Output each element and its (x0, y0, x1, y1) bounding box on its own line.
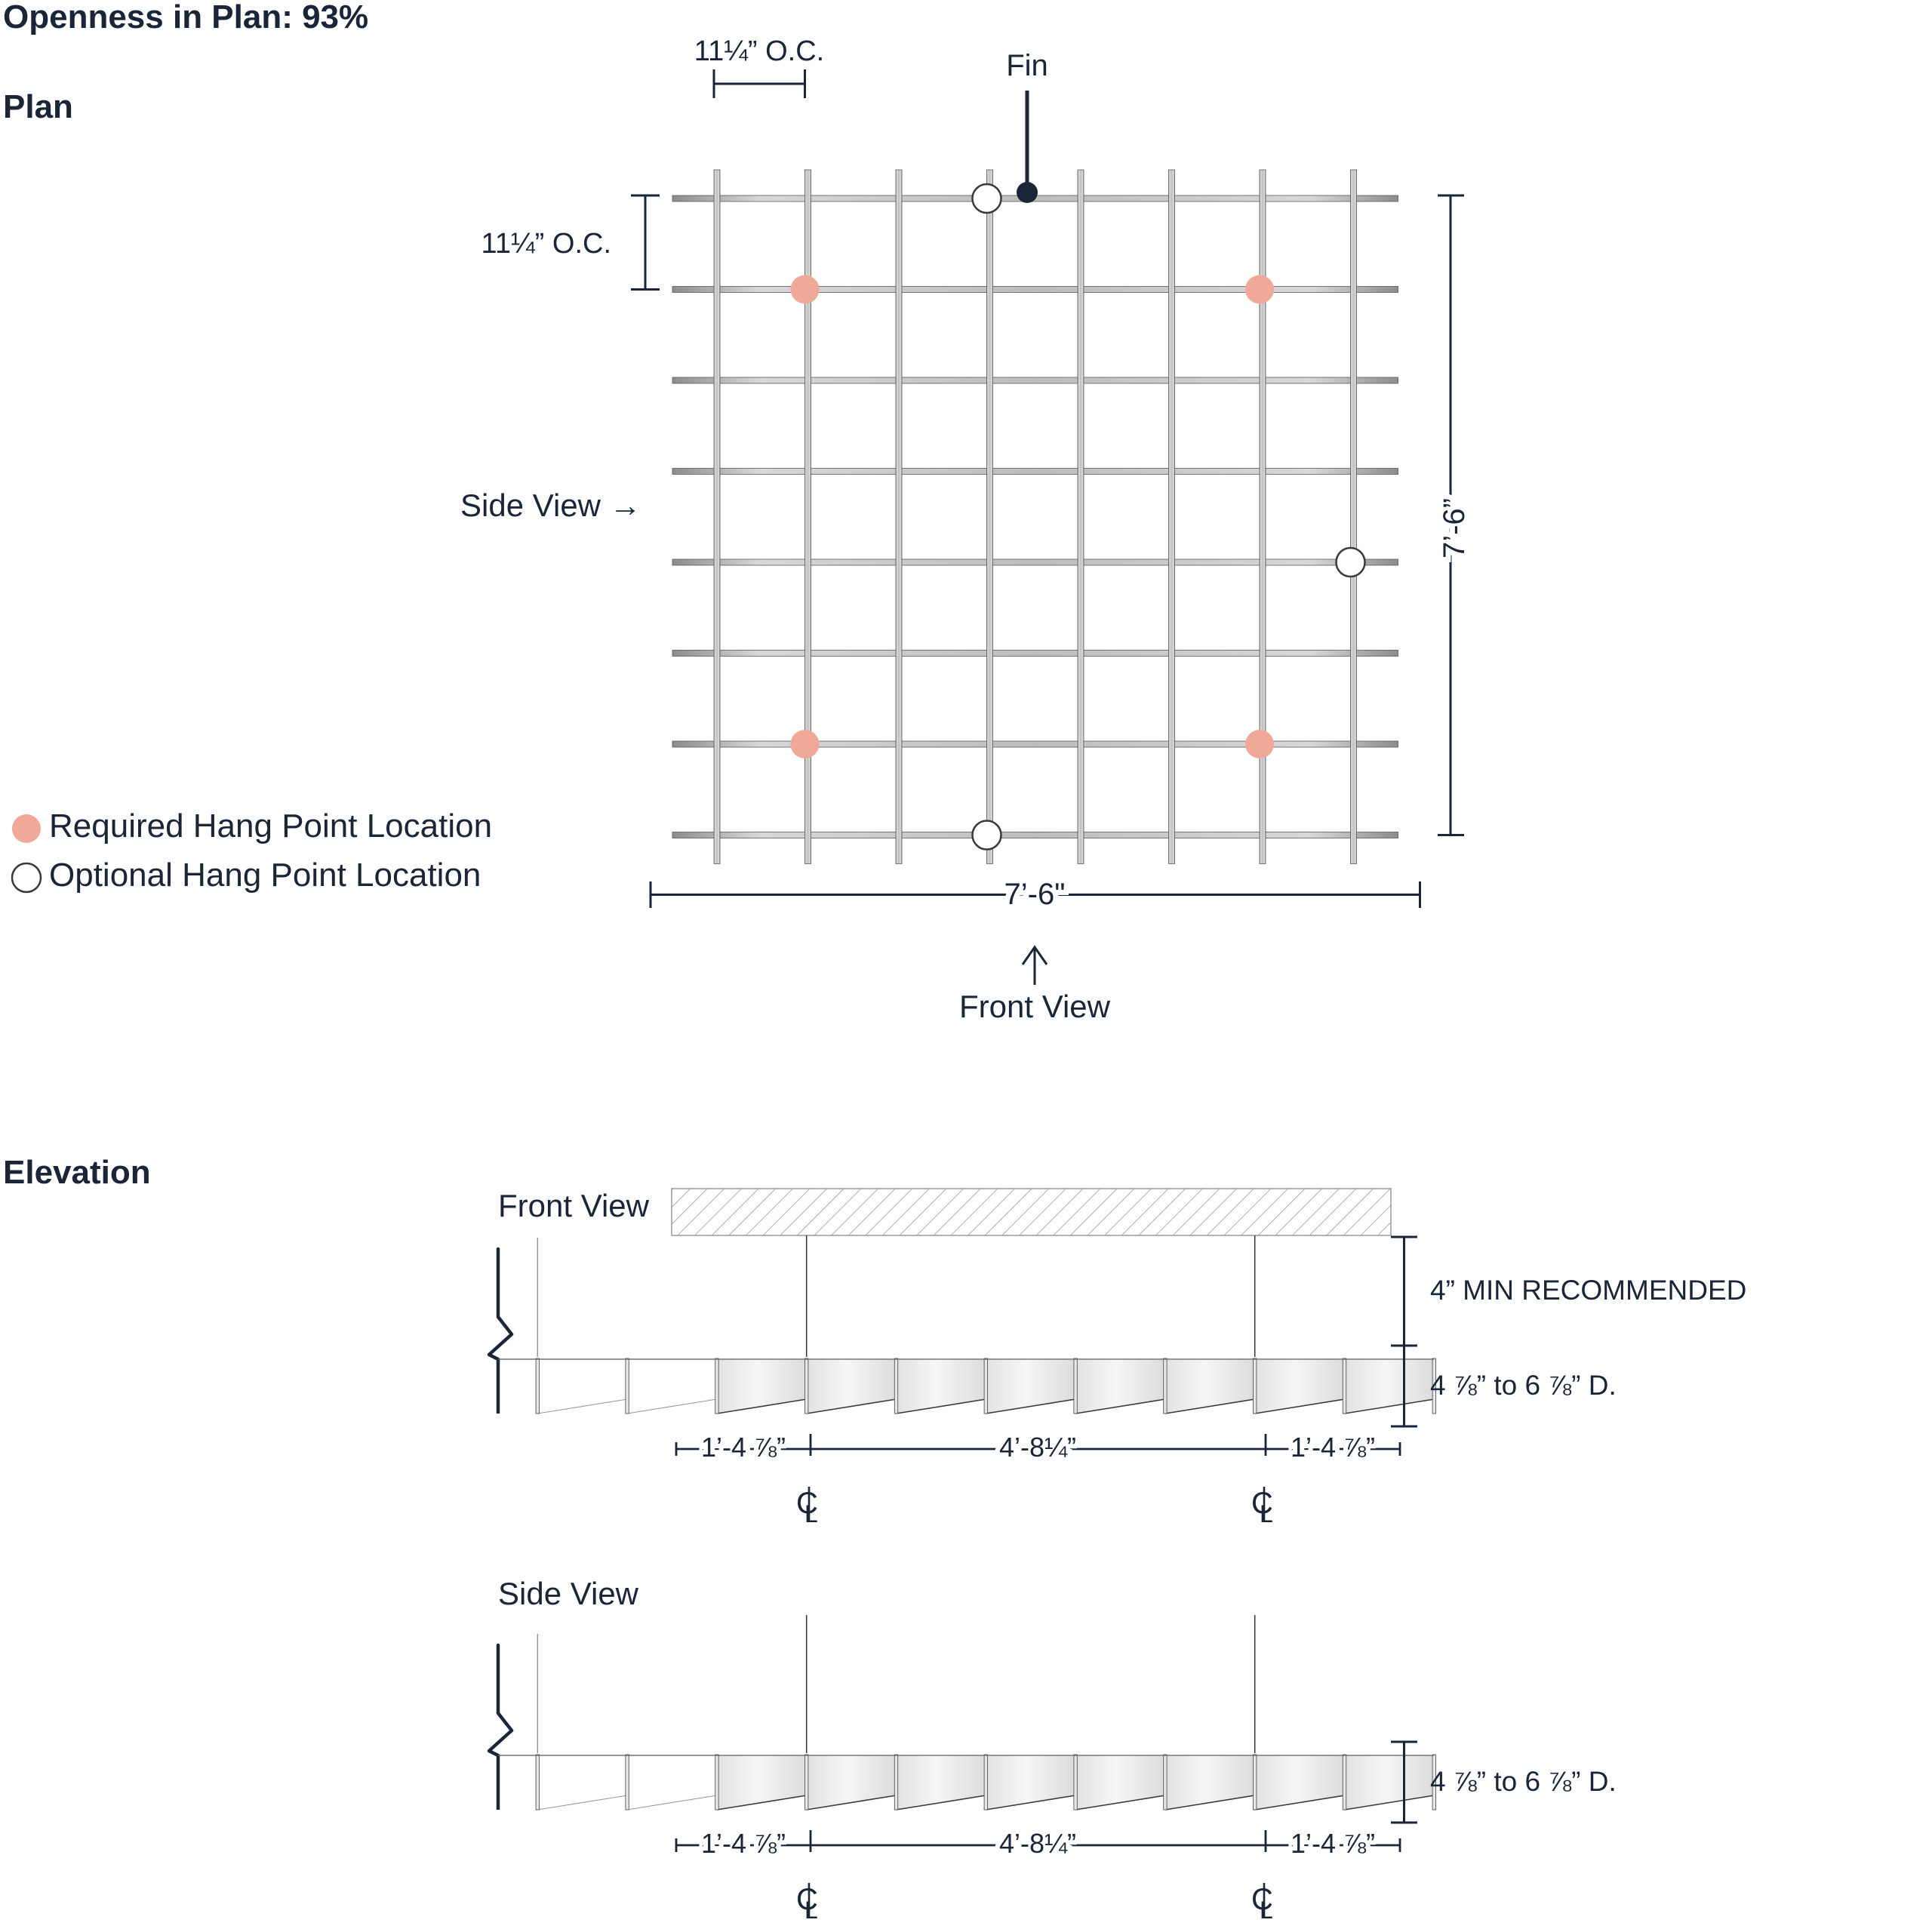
svg-text:4 ⅞” to 6 ⅞” D.: 4 ⅞” to 6 ⅞” D. (1430, 1370, 1617, 1401)
svg-text:4” MIN RECOMMENDED: 4” MIN RECOMMENDED (1430, 1275, 1746, 1306)
svg-text:11¼” O.C.: 11¼” O.C. (694, 35, 824, 67)
svg-text:1’-4 ⅞”: 1’-4 ⅞” (701, 1828, 786, 1859)
svg-text:4 ⅞” to 6 ⅞” D.: 4 ⅞” to 6 ⅞” D. (1430, 1766, 1617, 1797)
svg-text:4’-8¼”: 4’-8¼” (999, 1828, 1076, 1859)
svg-text:Fin: Fin (1006, 49, 1048, 82)
svg-text:Front View: Front View (498, 1188, 650, 1223)
svg-text:Plan: Plan (3, 88, 73, 125)
svg-text:11¼” O.C.: 11¼” O.C. (481, 228, 611, 260)
svg-text:7’-6": 7’-6" (1004, 878, 1066, 911)
svg-text:Elevation: Elevation (3, 1154, 151, 1191)
svg-text:Openness in Plan: 93%: Openness in Plan: 93% (3, 0, 368, 35)
svg-text:Side View →: Side View → (460, 488, 641, 523)
svg-text:Required Hang Point Location: Required Hang Point Location (49, 808, 492, 844)
svg-text:Side View: Side View (498, 1576, 639, 1611)
svg-text:L: L (1260, 1500, 1273, 1527)
svg-text:L: L (804, 1500, 818, 1527)
svg-text:1’-4 ⅞”: 1’-4 ⅞” (1291, 1432, 1375, 1463)
svg-text:L: L (804, 1897, 818, 1924)
svg-text:4’-8¼”: 4’-8¼” (999, 1432, 1076, 1463)
svg-text:Front View: Front View (959, 989, 1111, 1024)
svg-text:7’-6”: 7’-6” (1438, 498, 1471, 558)
svg-text:Optional Hang Point Location: Optional Hang Point Location (49, 857, 481, 894)
svg-text:1’-4 ⅞”: 1’-4 ⅞” (701, 1432, 786, 1463)
svg-text:L: L (1260, 1897, 1273, 1924)
svg-text:1’-4 ⅞”: 1’-4 ⅞” (1291, 1828, 1375, 1859)
